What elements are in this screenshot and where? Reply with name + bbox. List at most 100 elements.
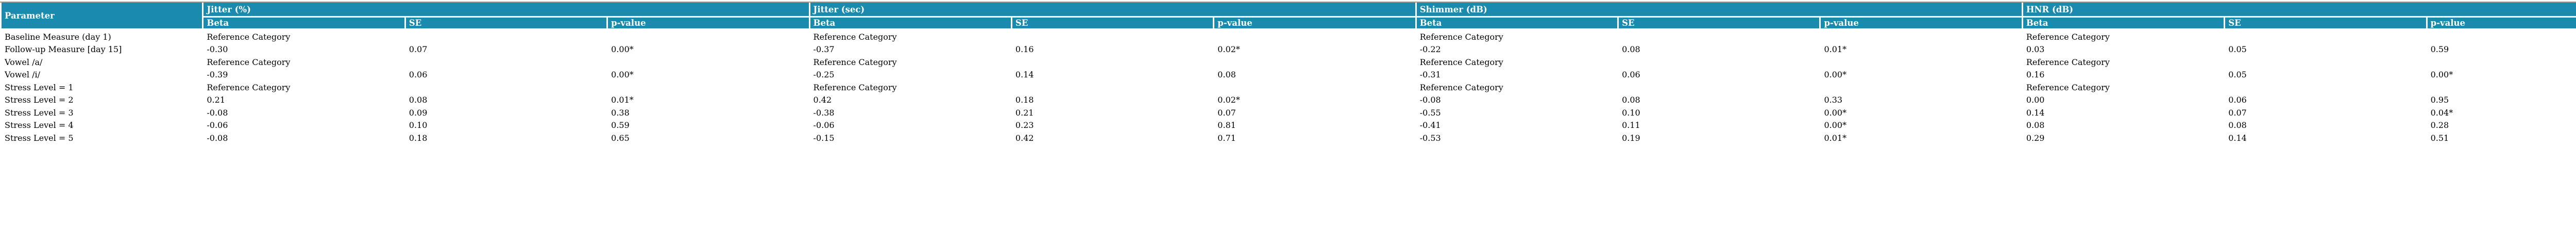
table-cell [406,56,606,69]
table-cell: 0.00* [2430,70,2453,80]
column-header-beta: Beta [810,18,1011,28]
table-cell [1821,81,2021,94]
row-parameter-label: Vowel /a/ [5,57,43,67]
table-cell: Reference Category [2026,31,2110,42]
table-cell: 0.14 [1015,70,1034,80]
table-cell: Reference Category [207,82,291,92]
table-cell: 0.06 [2228,95,2247,105]
row-parameter-label: Baseline Measure (day 1) [5,31,111,42]
table-cell [2225,30,2426,43]
column-header-se: SE [1012,18,1213,28]
table-cell: -0.37 [813,44,835,55]
row-parameter-label: Stress Level = 3 [5,107,74,118]
table-cell: -0.31 [1419,70,1441,80]
row-parameter-label: Stress Level = 4 [5,120,74,131]
table-cell: -0.06 [813,120,835,131]
column-header-se: SE [1619,18,1820,28]
table-cell: 0.00 [2026,95,2045,105]
table-cell [1619,81,1819,94]
table-cell [1214,81,1415,94]
column-header-p-value: p-value [608,18,809,28]
table-cell: 0.10 [1622,107,1640,118]
table-cell: 0.07 [1217,107,1236,118]
table-cell: -0.15 [813,133,835,143]
table-cell: 0.08 [409,95,428,105]
table-cell: -0.06 [207,120,228,131]
table-cell [1012,30,1213,43]
table-cell: Reference Category [2026,82,2110,92]
column-header-se: SE [405,18,607,28]
table-cell: 0.01* [1824,44,1847,55]
table-cell: 0.21 [207,95,225,105]
table-cell: 0.01* [1824,133,1847,143]
table-cell: Reference Category [813,31,897,42]
table-cell: 0.38 [611,107,630,118]
table-cell: Reference Category [207,31,291,42]
table-cell [2428,56,2576,69]
column-header-p-value: p-value [1821,18,2022,28]
table-cell: 0.07 [2228,107,2247,118]
table-cell: Reference Category [2026,57,2110,67]
table-cell: 0.00* [611,44,634,55]
column-header-p-value: p-value [1214,18,1415,28]
table-cell: 0.21 [1015,107,1034,118]
table-cell: 0.10 [409,120,428,131]
table-cell: 0.59 [611,120,630,131]
table-body: Baseline Measure (day 1) Reference Catego… [0,30,2576,144]
table-cell: 0.00* [1824,70,1847,80]
table-cell [2428,30,2576,43]
table-cell [1214,30,1415,43]
column-header-se: SE [2225,18,2426,28]
table-cell: -0.08 [207,133,228,143]
table-cell: 0.42 [813,95,832,105]
table-cell: 0.08 [2228,120,2247,131]
table-cell: 0.29 [2026,133,2045,143]
table-cell [1821,56,2021,69]
table-cell [406,30,606,43]
table-cell: 0.14 [2228,133,2247,143]
table-cell: -0.55 [1419,107,1441,118]
table-cell: Reference Category [207,57,291,67]
table-cell [608,30,808,43]
row-parameter-label: Vowel /i/ [5,70,40,80]
table-cell: 0.02* [1217,44,1240,55]
table-cell: 0.11 [1622,120,1640,131]
table-cell: 0.03 [2026,44,2045,55]
row-parameter-label: Stress Level = 5 [5,133,74,143]
table-cell: -0.39 [207,70,228,80]
table-cell: Reference Category [813,82,897,92]
table-cell [2225,56,2426,69]
group-header-hnr-db: HNR (dB) [2023,3,2576,16]
table-cell: 0.19 [1622,133,1640,143]
table-cell: -0.30 [207,44,228,55]
table-cell [1821,30,2021,43]
table-cell [1619,56,1819,69]
table-cell: 0.06 [1622,70,1640,80]
table-cell: 0.00* [1824,120,1847,131]
column-header-beta: Beta [2023,18,2224,28]
table-cell: 0.02* [1217,95,1240,105]
table-cell: -0.22 [1419,44,1441,55]
table-cell: 0.06 [409,70,428,80]
table-cell: -0.38 [813,107,835,118]
table-cell: 0.00* [1824,107,1847,118]
table-cell: 0.09 [409,107,428,118]
table-cell: 0.08 [2026,120,2045,131]
table-cell: Reference Category [1419,57,1503,67]
table-cell: Reference Category [813,57,897,67]
table-cell: 0.04* [2430,107,2453,118]
table-cell: -0.53 [1419,133,1441,143]
table-cell [2225,81,2426,94]
table-cell: 0.05 [2228,44,2247,55]
table-cell: 0.33 [1824,95,1843,105]
table-cell [608,56,808,69]
table-cell [608,81,808,94]
table-cell: 0.05 [2228,70,2247,80]
table-cell: 0.16 [2026,70,2045,80]
table-cell: 0.08 [1622,95,1640,105]
table-cell: 0.81 [1217,120,1236,131]
table-top-border [0,2,2576,3]
table-cell [1214,56,1415,69]
table-cell: 0.42 [1015,133,1034,143]
